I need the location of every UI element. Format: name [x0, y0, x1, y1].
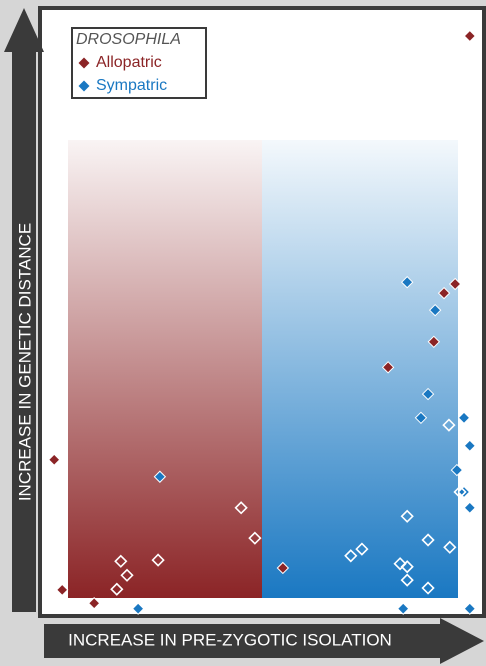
data-point — [421, 387, 435, 401]
legend-marker — [78, 57, 90, 69]
data-point — [55, 583, 69, 597]
data-point — [443, 540, 457, 554]
data-point — [428, 303, 442, 317]
data-point — [400, 560, 414, 574]
legend-box — [71, 27, 207, 99]
sympatric-region — [262, 140, 458, 598]
data-point — [442, 418, 456, 432]
data-point — [400, 573, 414, 587]
data-point — [248, 531, 262, 545]
data-point — [457, 485, 471, 499]
data-point — [114, 554, 128, 568]
y-arrow — [4, 8, 44, 612]
data-point — [234, 501, 248, 515]
y-axis-label: INCREASE IN GENETIC DISTANCE — [15, 223, 34, 501]
data-point — [400, 276, 414, 289]
data-point — [131, 602, 145, 615]
data-point — [421, 533, 435, 547]
data-point — [421, 581, 435, 595]
data-point — [344, 549, 358, 563]
data-point — [463, 501, 476, 514]
data-point — [153, 470, 167, 483]
x-axis-label: INCREASE IN PRE-ZYGOTIC ISOLATION — [68, 630, 392, 649]
data-point — [414, 411, 428, 424]
data-point — [463, 543, 477, 557]
data-point — [457, 411, 471, 424]
legend-label: Allopatric — [96, 54, 162, 71]
legend-title: DROSOPHILA — [76, 31, 181, 48]
allopatric-region — [68, 140, 262, 598]
data-point — [120, 568, 134, 582]
data-point — [110, 582, 124, 596]
data-point — [48, 453, 61, 466]
data-point — [463, 439, 476, 452]
data-point — [463, 29, 476, 43]
data-point — [276, 561, 290, 575]
legend-marker — [78, 80, 90, 92]
data-point — [355, 542, 369, 556]
data-point — [450, 463, 464, 477]
data-point — [400, 509, 414, 523]
data-point — [448, 277, 462, 291]
data-point — [453, 485, 467, 499]
legend-label: Sympatric — [96, 77, 167, 94]
data-point — [381, 361, 395, 374]
data-point — [463, 602, 476, 615]
data-point — [87, 597, 101, 610]
data-point — [396, 602, 410, 615]
data-point — [427, 335, 441, 348]
x-arrow — [44, 618, 484, 664]
data-point — [393, 557, 407, 571]
data-point — [437, 286, 451, 300]
data-point — [151, 553, 165, 567]
